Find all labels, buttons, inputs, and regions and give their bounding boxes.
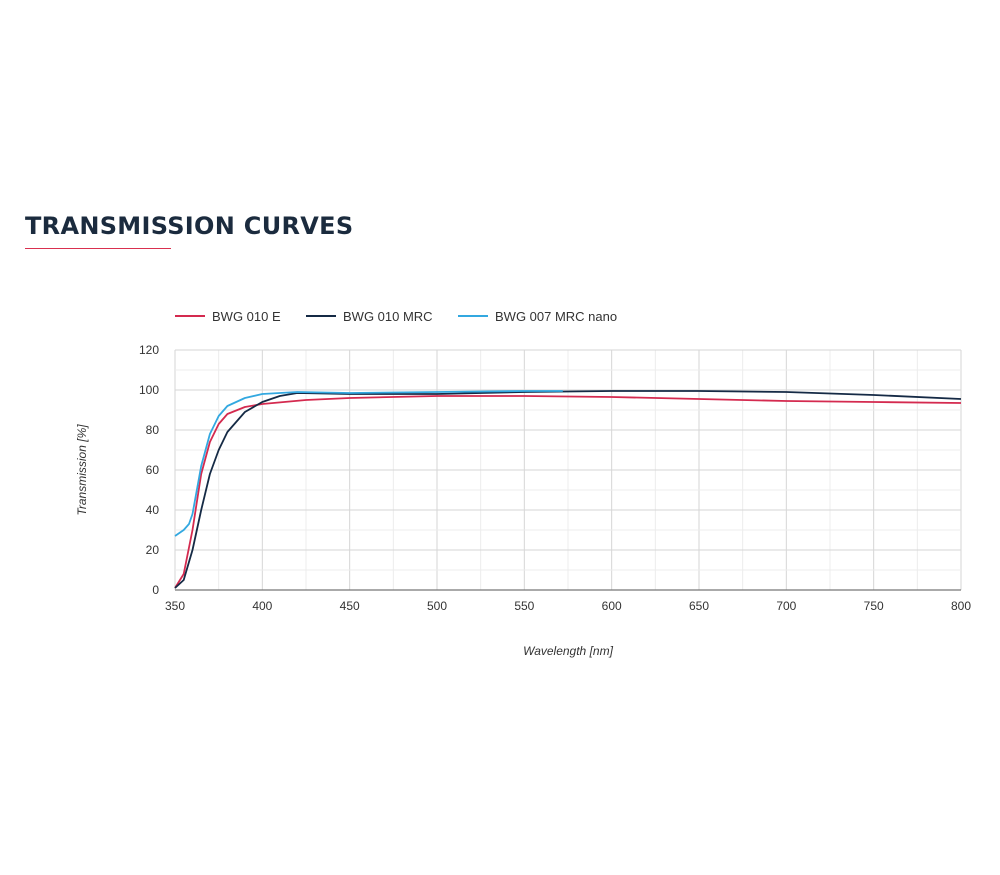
legend-label: BWG 007 MRC nano [495,309,617,324]
x-tick-label: 600 [602,599,622,613]
x-tick-label: 550 [514,599,534,613]
ticks: 350 400 450 500 550 600 650 700 750 800 0 20 40 60 80 1… [139,343,971,613]
section-title: TRANSMISSION CURVES [25,212,354,240]
x-tick-label: 800 [951,599,971,613]
x-tick-label: 350 [165,599,185,613]
x-tick-label: 400 [252,599,272,613]
y-tick-label: 0 [152,583,159,597]
grid [174,349,962,591]
x-axis-label: Wavelength [nm] [523,644,613,658]
series-line-2 [174,390,563,537]
x-tick-label: 750 [864,599,884,613]
series-line-0 [174,395,962,589]
x-tick-label: 650 [689,599,709,613]
x-tick-label: 700 [776,599,796,613]
y-tick-label: 40 [146,503,160,517]
y-tick-label: 60 [146,463,160,477]
legend: BWG 010 E BWG 010 MRC BWG 007 MRC nano [175,309,617,324]
y-tick-label: 20 [146,543,160,557]
x-tick-label: 500 [427,599,447,613]
y-tick-label: 100 [139,383,159,397]
series-line-1 [174,390,962,589]
legend-label: BWG 010 MRC [343,309,433,324]
y-axis-label: Transmission [%] [75,424,89,516]
title-underline [25,248,171,249]
series-lines [174,390,962,589]
x-tick-label: 450 [340,599,360,613]
y-tick-label: 80 [146,423,160,437]
legend-label: BWG 010 E [212,309,281,324]
y-tick-label: 120 [139,343,159,357]
